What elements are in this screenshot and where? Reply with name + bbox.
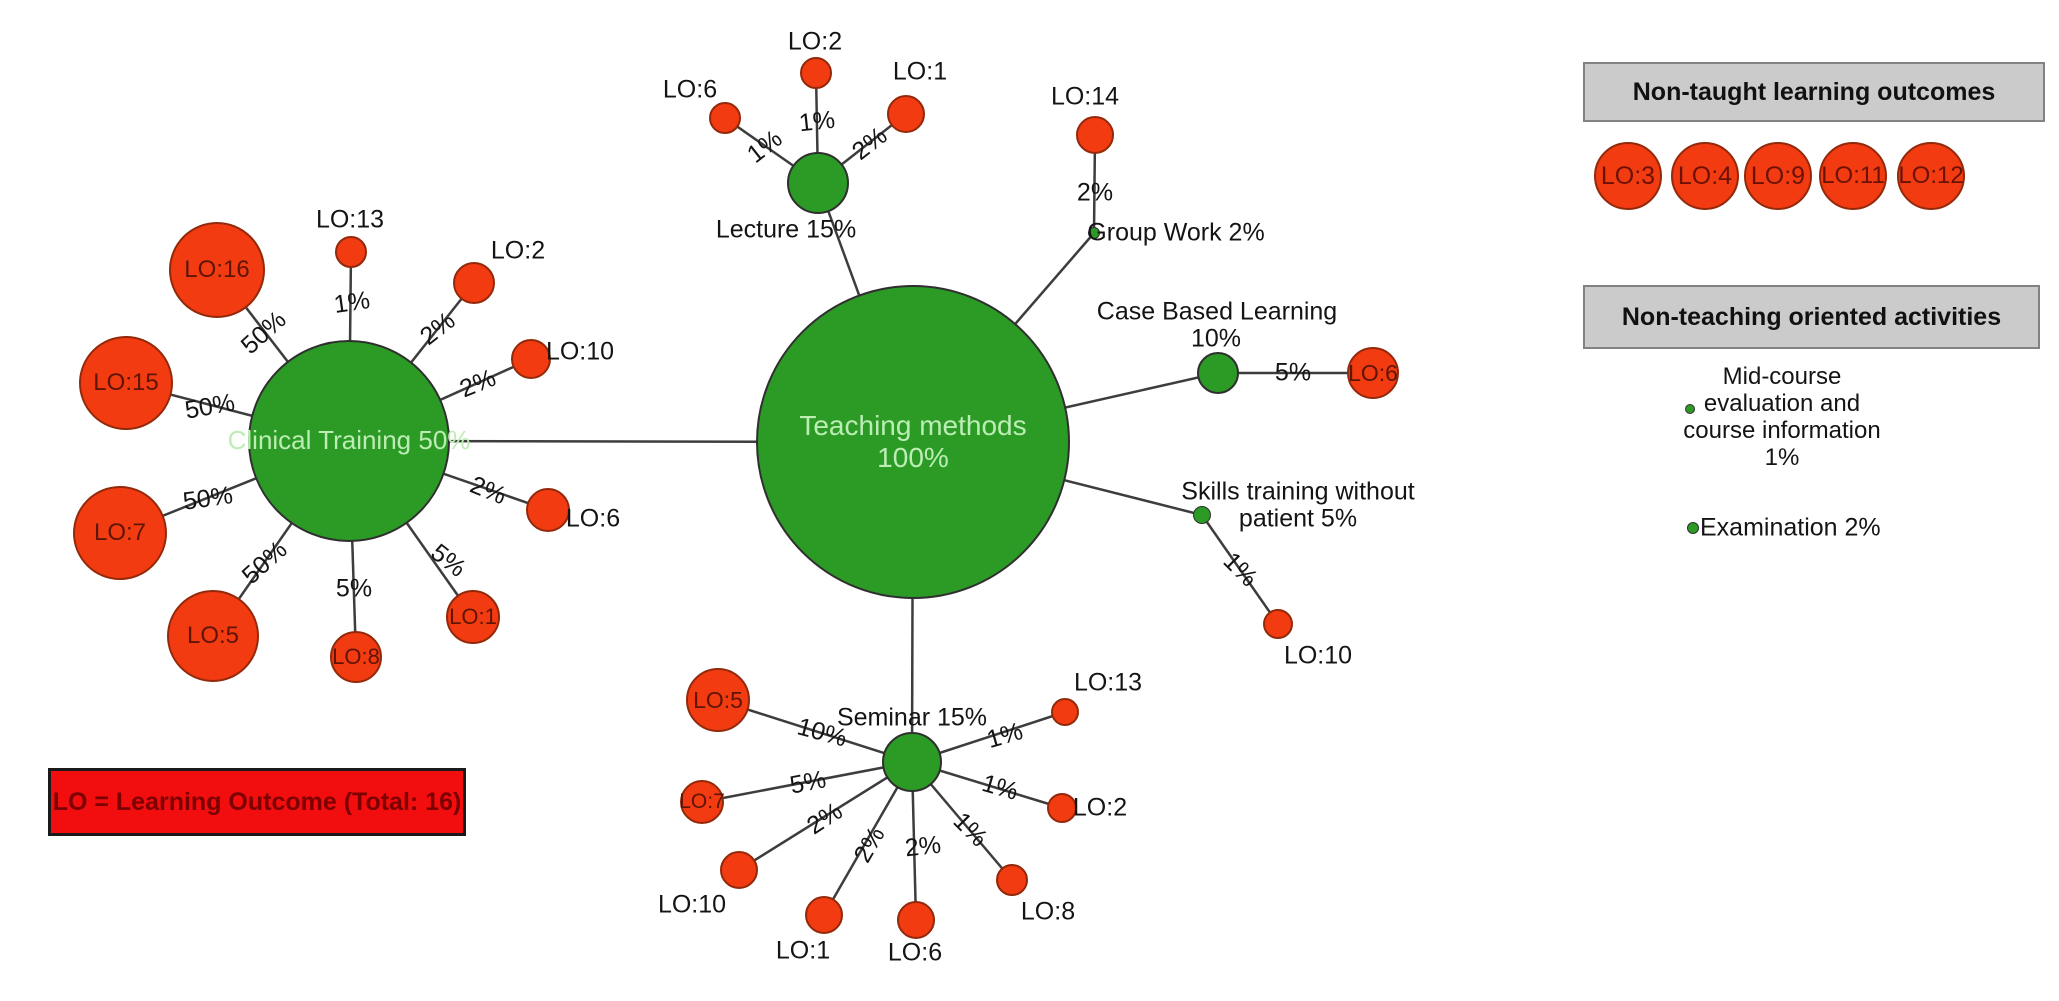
node-nontaught-lo4: LO:4 <box>1671 142 1739 210</box>
clinical-lo13-label: LO:13 <box>315 205 385 234</box>
edge-pct: 2% <box>1076 178 1114 207</box>
non-teaching-header: Non-teaching oriented activities <box>1583 285 2040 349</box>
node-teaching-methods: Teaching methods 100% <box>756 285 1070 599</box>
node-nontaught-lo9: LO:9 <box>1744 142 1812 210</box>
examination-label: Examination 2% <box>1700 513 1881 542</box>
node-clinical-lo7: LO:7 <box>73 486 167 580</box>
lo8-label: LO:8 <box>332 644 380 669</box>
seminar-lo5-label: LO:5 <box>693 686 743 713</box>
seminar-lo2-label: LO:2 <box>1072 793 1128 822</box>
node-seminar-lo8 <box>996 864 1028 896</box>
node-seminar <box>882 732 942 792</box>
case-based-learning-label: Case Based Learning <box>1096 297 1338 326</box>
edge-pct: 1% <box>797 105 837 138</box>
node-seminar-lo10 <box>720 851 758 889</box>
node-nontaught-lo11: LO:11 <box>1819 142 1887 210</box>
node-clinical-lo6 <box>526 488 570 532</box>
node-seminar-lo5: LO:5 <box>686 668 750 732</box>
node-examination-dot <box>1687 522 1699 534</box>
teaching-methods-label: Teaching methods 100% <box>799 409 1027 473</box>
lo11-label: LO:11 <box>1821 162 1885 189</box>
node-seminar-lo1 <box>805 896 843 934</box>
edge-pct: 1% <box>332 286 372 319</box>
mid-course-line4: 1% <box>1764 444 1800 471</box>
clinical-lo10-label: LO:10 <box>545 337 615 366</box>
mid-course-line1: Mid-course <box>1722 363 1842 390</box>
lo12-label: LO:12 <box>1898 162 1964 189</box>
lo16-label: LO:16 <box>184 256 250 283</box>
lo1-label: LO:1 <box>449 604 497 629</box>
seminar-lo1-label: LO:1 <box>775 936 831 965</box>
lo3-label: LO:3 <box>1600 161 1656 190</box>
node-clinical-lo13 <box>335 236 367 268</box>
lo9-label: LO:9 <box>1750 161 1806 190</box>
node-skills-training <box>1193 506 1211 524</box>
seminar-lo6-label: LO:6 <box>887 938 943 967</box>
skills-lo10-label: LO:10 <box>1283 641 1353 670</box>
edge-pct: 5% <box>335 574 373 603</box>
node-skills-lo10 <box>1263 609 1293 639</box>
node-clinical-lo10 <box>511 339 551 379</box>
node-lecture-lo1 <box>887 95 925 133</box>
node-seminar-lo13 <box>1051 698 1079 726</box>
lo4-label: LO:4 <box>1677 161 1733 190</box>
edge-pct: 5% <box>1274 358 1312 387</box>
lecture-lo6-label: LO:6 <box>662 75 718 104</box>
lo7-label: LO:7 <box>93 519 147 546</box>
node-clinical-lo16: LO:16 <box>169 222 265 318</box>
clinical-lo2-label: LO:2 <box>490 236 546 265</box>
lo15-label: LO:15 <box>93 369 159 396</box>
lecture-lo1-label: LO:1 <box>892 57 948 86</box>
node-lecture <box>787 152 849 214</box>
skills-training-label-line2: patient 5% <box>1238 504 1358 533</box>
seminar-lo8-label: LO:8 <box>1020 897 1076 926</box>
node-nontaught-lo12: LO:12 <box>1897 142 1965 210</box>
clinical-training-label: Clinical Training 50% <box>227 425 471 456</box>
node-mid-course-dot <box>1685 404 1695 414</box>
node-nontaught-lo3: LO:3 <box>1594 142 1662 210</box>
lecture-lo2-label: LO:2 <box>787 27 843 56</box>
legend-text: LO = Learning Outcome (Total: 16) <box>52 787 462 816</box>
groupwork-lo14-label: LO:14 <box>1050 82 1120 111</box>
non-teaching-title: Non-teaching oriented activities <box>1621 302 2002 331</box>
seminar-lo10-label: LO:10 <box>657 890 727 919</box>
seminar-label: Seminar 15% <box>836 703 988 732</box>
node-clinical-lo8: LO:8 <box>330 631 382 683</box>
non-taught-title: Non-taught learning outcomes <box>1632 77 1996 106</box>
lo5-label: LO:5 <box>186 622 240 649</box>
case-based-learning-value: 10% <box>1190 324 1242 353</box>
clinical-lo6-label: LO:6 <box>565 504 621 533</box>
node-seminar-lo7: LO:7 <box>679 780 725 824</box>
legend-box: LO = Learning Outcome (Total: 16) <box>48 768 466 836</box>
mid-course-line3: course information <box>1683 417 1881 444</box>
node-clinical-lo5: LO:5 <box>167 590 259 682</box>
seminar-lo7-label: LO:7 <box>679 790 725 813</box>
node-clinical-training: Clinical Training 50% <box>228 340 470 542</box>
node-seminar-lo2 <box>1047 793 1077 823</box>
node-case-based-learning <box>1197 352 1239 394</box>
node-groupwork-lo14 <box>1076 116 1114 154</box>
node-clinical-lo2 <box>453 262 495 304</box>
skills-training-label-line1: Skills training without <box>1181 477 1415 506</box>
node-lecture-lo6 <box>709 102 741 134</box>
node-seminar-lo6 <box>897 901 935 939</box>
node-cbl-lo6: LO:6 <box>1347 347 1399 399</box>
non-taught-header: Non-taught learning outcomes <box>1583 62 2045 122</box>
lecture-label: Lecture 15% <box>715 215 857 244</box>
group-work-label: Group Work 2% <box>1087 218 1265 247</box>
cbl-lo6-label: LO:6 <box>1348 359 1398 386</box>
seminar-lo13-label: LO:13 <box>1073 668 1143 697</box>
node-lecture-lo2 <box>800 57 832 89</box>
node-clinical-lo1: LO:1 <box>446 590 500 644</box>
node-group-work <box>1088 227 1100 239</box>
mid-course-line2: evaluation and <box>1703 390 1861 417</box>
mid-course-text: Mid-course evaluation and course informa… <box>1642 363 1922 471</box>
edge-pct: 2% <box>903 830 943 863</box>
node-clinical-lo15: LO:15 <box>79 336 173 430</box>
